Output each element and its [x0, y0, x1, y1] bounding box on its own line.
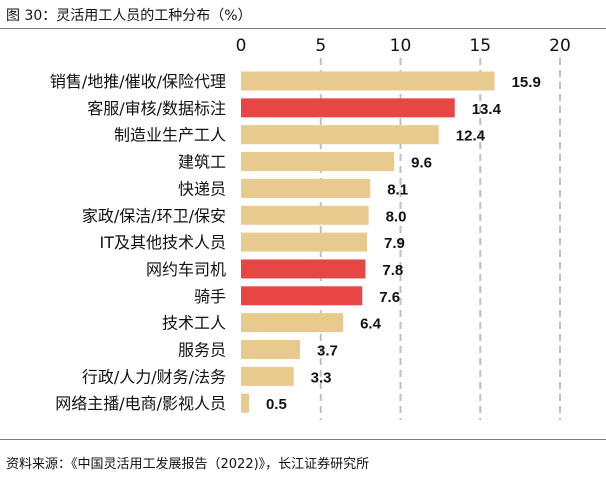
category-label: 客服/审核/数据标注 [87, 99, 226, 118]
value-label: 3.3 [311, 369, 332, 386]
bottom-rule [0, 439, 606, 440]
bar [241, 366, 294, 386]
bar [241, 98, 455, 118]
value-label: 12.4 [456, 128, 486, 145]
bar [241, 259, 366, 279]
category-label: 网络主播/电商/影视人员 [55, 394, 226, 413]
value-label: 8.1 [387, 181, 408, 198]
category-label: 建筑工 [178, 153, 226, 172]
bar [241, 232, 368, 252]
x-tick-label: 5 [315, 36, 326, 56]
value-label: 9.6 [411, 155, 432, 172]
category-label: 制造业生产工人 [114, 126, 226, 145]
bar-chart: 0 5 10 15 20 销售/地推/催收/保险代理客服/审核/数据标注制造业生产工人建… [50, 36, 571, 420]
x-tick-label: 20 [549, 36, 571, 56]
x-tick-label: 10 [390, 36, 412, 56]
bar [241, 71, 495, 91]
figure-source: 资料来源：《中国灵活用工发展报告（2022)》，长江证券研究所 [6, 457, 370, 472]
figure-title: 图 30：灵活用工人员的工种分布（%） [6, 8, 252, 24]
value-label: 3.7 [317, 343, 338, 360]
bar [241, 393, 249, 413]
value-label: 6.4 [360, 316, 382, 333]
category-label: 快递员 [178, 179, 226, 198]
value-label: 8.0 [386, 208, 407, 225]
value-label: 7.8 [382, 262, 403, 279]
value-labels: 15.9 13.4 12.4 9.68.1 8.0 7.9 7.8 7.6 6.4 3.7 3.3 0… [266, 74, 541, 413]
bar [241, 313, 344, 333]
category-label: 骑手 [194, 287, 226, 306]
bars [241, 71, 495, 413]
x-axis-ticks: 0 5 10 15 20 [236, 36, 571, 56]
x-tick-label: 0 [236, 36, 247, 56]
bar [241, 178, 371, 198]
bar [241, 125, 439, 145]
x-tick-label: 15 [469, 36, 491, 56]
bar [241, 152, 395, 172]
category-label: 行政/人力/财务/法务 [82, 367, 226, 386]
top-rule [0, 28, 606, 29]
bar [241, 286, 363, 306]
value-label: 13.4 [472, 101, 502, 118]
bar [241, 340, 301, 359]
value-label: 0.5 [266, 396, 287, 413]
value-label: 7.6 [379, 289, 400, 306]
category-label: 服务员 [178, 341, 226, 360]
category-label: 技术工人 [162, 314, 226, 333]
category-label: IT及其他技术人员 [100, 233, 227, 252]
value-label: 7.9 [384, 235, 405, 252]
bar [241, 205, 369, 225]
category-label: 家政/保洁/环卫/保安 [82, 206, 226, 225]
category-label: 销售/地推/催收/保险代理 [50, 72, 226, 91]
category-label: 网约车司机 [146, 260, 226, 279]
value-label: 15.9 [512, 74, 541, 91]
category-labels: 销售/地推/催收/保险代理客服/审核/数据标注制造业生产工人建筑工快递员家政/保… [50, 72, 226, 413]
